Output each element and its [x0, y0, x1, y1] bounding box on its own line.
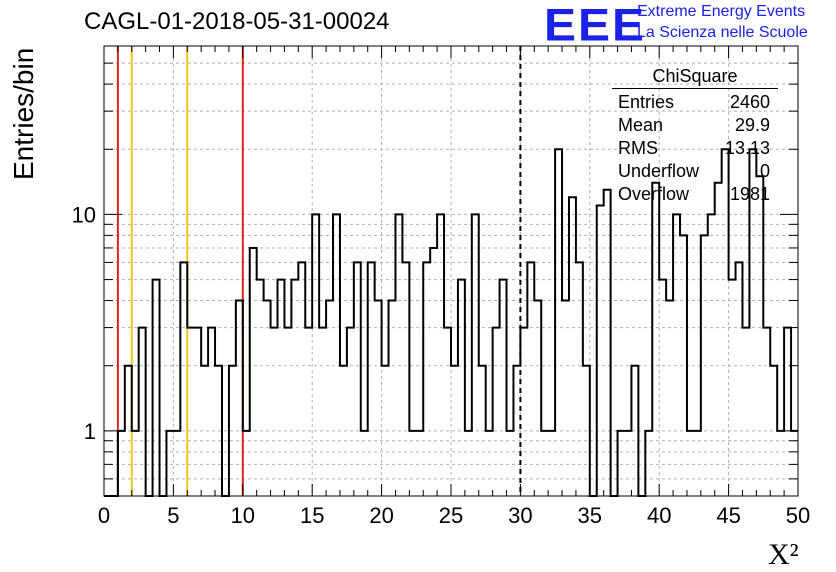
- y-tick-label: 10: [72, 202, 96, 227]
- stats-box: ChiSquare Entries 2460 Mean 29.9 RMS 13.…: [612, 66, 778, 206]
- stats-value: 2460: [729, 92, 770, 112]
- x-tick-label: 40: [647, 503, 671, 528]
- x-tick-label: 15: [300, 503, 324, 528]
- stats-value: 0: [759, 161, 770, 181]
- x-tick-label: 25: [439, 503, 463, 528]
- stats-label: Mean: [618, 115, 664, 135]
- stats-row-underflow: Underflow 0: [612, 160, 778, 183]
- stats-row-overflow: Overflow 1981: [612, 183, 778, 206]
- stats-title: ChiSquare: [612, 66, 778, 89]
- org-name-line-2: La Scienza nelle Scuole: [637, 24, 808, 41]
- x-tick-label: 0: [98, 503, 110, 528]
- stats-row-entries: Entries 2460: [612, 91, 778, 114]
- x-tick-label: 5: [167, 503, 179, 528]
- stats-value: 29.9: [734, 115, 770, 135]
- y-axis-label: Entries/bin: [8, 47, 39, 180]
- stats-label: Entries: [618, 92, 675, 112]
- eee-logo: EEE: [544, 0, 647, 51]
- x-tick-label: 35: [578, 503, 602, 528]
- y-tick-label: 1: [84, 419, 96, 444]
- stats-label: Underflow: [618, 161, 700, 181]
- stats-value: 1981: [729, 184, 770, 204]
- x-axis-label: X²: [768, 538, 799, 571]
- x-tick-label: 20: [369, 503, 393, 528]
- org-name-line-1: Extreme Energy Events: [637, 3, 806, 20]
- stats-label: RMS: [618, 138, 658, 158]
- chart-title: CAGL-01-2018-05-31-00024: [84, 8, 390, 35]
- x-tick-label: 50: [786, 503, 810, 528]
- stats-label: Overflow: [618, 184, 690, 204]
- stats-value: 13.13: [724, 138, 770, 158]
- x-tick-label: 10: [231, 503, 255, 528]
- stats-row-mean: Mean 29.9: [612, 114, 778, 137]
- chart-axis-ticks: 0 5 10 15 20 25 30 35 40 45 50 1 10: [72, 46, 810, 528]
- x-tick-label: 45: [716, 503, 740, 528]
- x-tick-label: 30: [508, 503, 532, 528]
- stats-row-rms: RMS 13.13: [612, 137, 778, 160]
